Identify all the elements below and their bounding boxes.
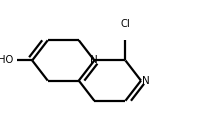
Text: HO: HO <box>0 55 13 65</box>
Text: Cl: Cl <box>121 19 130 29</box>
Text: N: N <box>142 76 149 86</box>
Text: N: N <box>91 55 98 65</box>
